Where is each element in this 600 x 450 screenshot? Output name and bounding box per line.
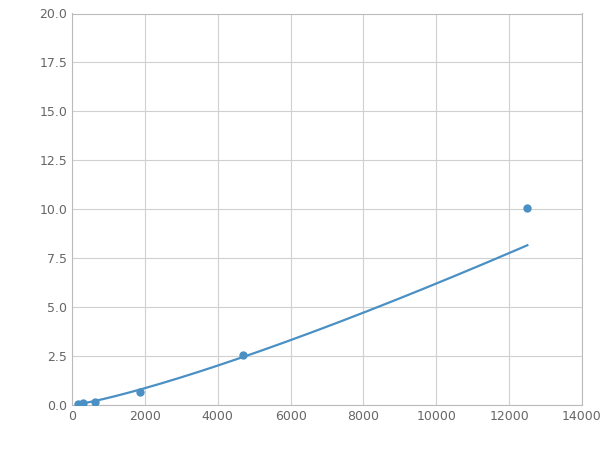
Point [136, 389, 145, 396]
Point [90, 399, 100, 406]
Point [523, 205, 532, 212]
Point [73, 400, 82, 408]
Point [238, 351, 248, 359]
Point [79, 400, 88, 407]
